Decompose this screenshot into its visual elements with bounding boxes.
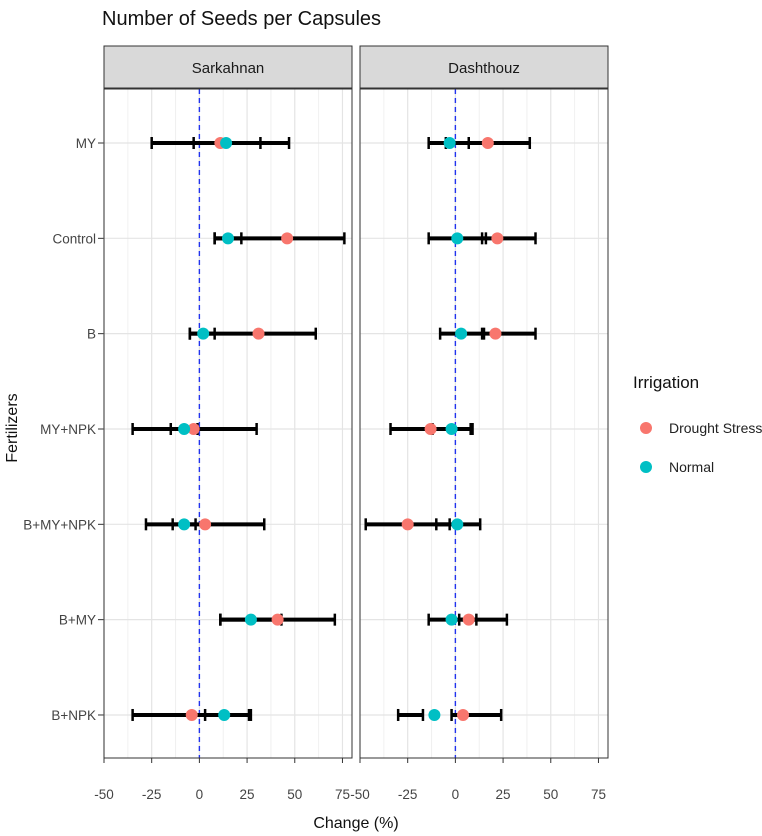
x-tick-label: 50 <box>287 787 302 802</box>
x-tick-label: -50 <box>350 787 370 802</box>
normal-point <box>451 232 464 245</box>
facet-strip <box>103 45 353 89</box>
y-tick-label: B+MY <box>59 613 96 628</box>
legend-entry-label: Normal <box>669 459 714 475</box>
normal-point <box>451 518 464 531</box>
x-tick-label: 0 <box>452 787 460 802</box>
legend-entry-label: Drought Stress <box>669 420 762 436</box>
x-tick-label: 50 <box>543 787 558 802</box>
legend: Irrigation Drought Stress Normal <box>633 373 762 475</box>
x-tick-label: -50 <box>94 787 114 802</box>
x-axis-label: Change (%) <box>313 815 398 832</box>
y-tick-label: B+MY+NPK <box>23 517 96 532</box>
normal-point <box>178 422 191 435</box>
y-tick-label: Control <box>52 231 96 246</box>
x-tick-label: 75 <box>591 787 606 802</box>
panel-border <box>359 88 609 759</box>
drought-stress-point <box>462 613 475 626</box>
panel-border <box>103 88 353 759</box>
facet-strip-label: Sarkahnan <box>192 60 265 77</box>
facet-strip-label: Dashthouz <box>448 60 520 77</box>
drought-stress-point <box>185 708 198 721</box>
chart-title: Number of Seeds per Capsules <box>102 8 381 30</box>
x-tick-label: 0 <box>196 787 204 802</box>
drought-stress-point <box>401 518 414 531</box>
facet-panel-1: Dashthouz -50 -25 0 25 50 75 <box>350 45 609 802</box>
y-axis-label: Fertilizers <box>4 393 21 462</box>
normal-point <box>443 137 456 149</box>
drought-stress-point <box>424 422 437 435</box>
x-tick-label: 25 <box>496 787 511 802</box>
y-tick-label: B+NPK <box>51 708 96 723</box>
legend-title: Irrigation <box>633 373 699 392</box>
y-tick-label: MY <box>76 136 96 151</box>
normal-point <box>445 422 458 435</box>
normal-point <box>220 137 233 149</box>
normal-point <box>218 708 231 721</box>
drought-stress-point <box>491 232 504 245</box>
y-tick-label: B <box>87 327 96 342</box>
drought-stress-point <box>281 232 294 245</box>
normal-point <box>455 327 468 340</box>
legend-drought-stress-swatch <box>640 422 652 434</box>
y-tick-label: MY+NPK <box>40 422 96 437</box>
x-tick-label: 25 <box>240 787 255 802</box>
legend-normal-swatch <box>640 461 652 473</box>
normal-point <box>244 613 257 626</box>
drought-stress-point <box>199 518 212 531</box>
x-tick-label: -25 <box>398 787 418 802</box>
x-tick-label: -25 <box>142 787 162 802</box>
drought-stress-point <box>271 613 284 626</box>
facet-strip <box>359 45 609 89</box>
normal-point <box>428 708 441 721</box>
drought-stress-point <box>457 708 470 721</box>
x-tick-label: 75 <box>335 787 350 802</box>
drought-stress-point <box>252 327 265 340</box>
normal-point <box>222 232 234 245</box>
normal-point <box>178 518 191 531</box>
normal-point <box>445 613 458 626</box>
facet-panel-0: Sarkahnan -50 -25 0 25 50 75 <box>94 45 353 802</box>
drought-stress-point <box>481 137 494 149</box>
drought-stress-point <box>489 327 502 340</box>
drought-stress-point <box>187 422 200 435</box>
normal-point <box>197 327 210 340</box>
